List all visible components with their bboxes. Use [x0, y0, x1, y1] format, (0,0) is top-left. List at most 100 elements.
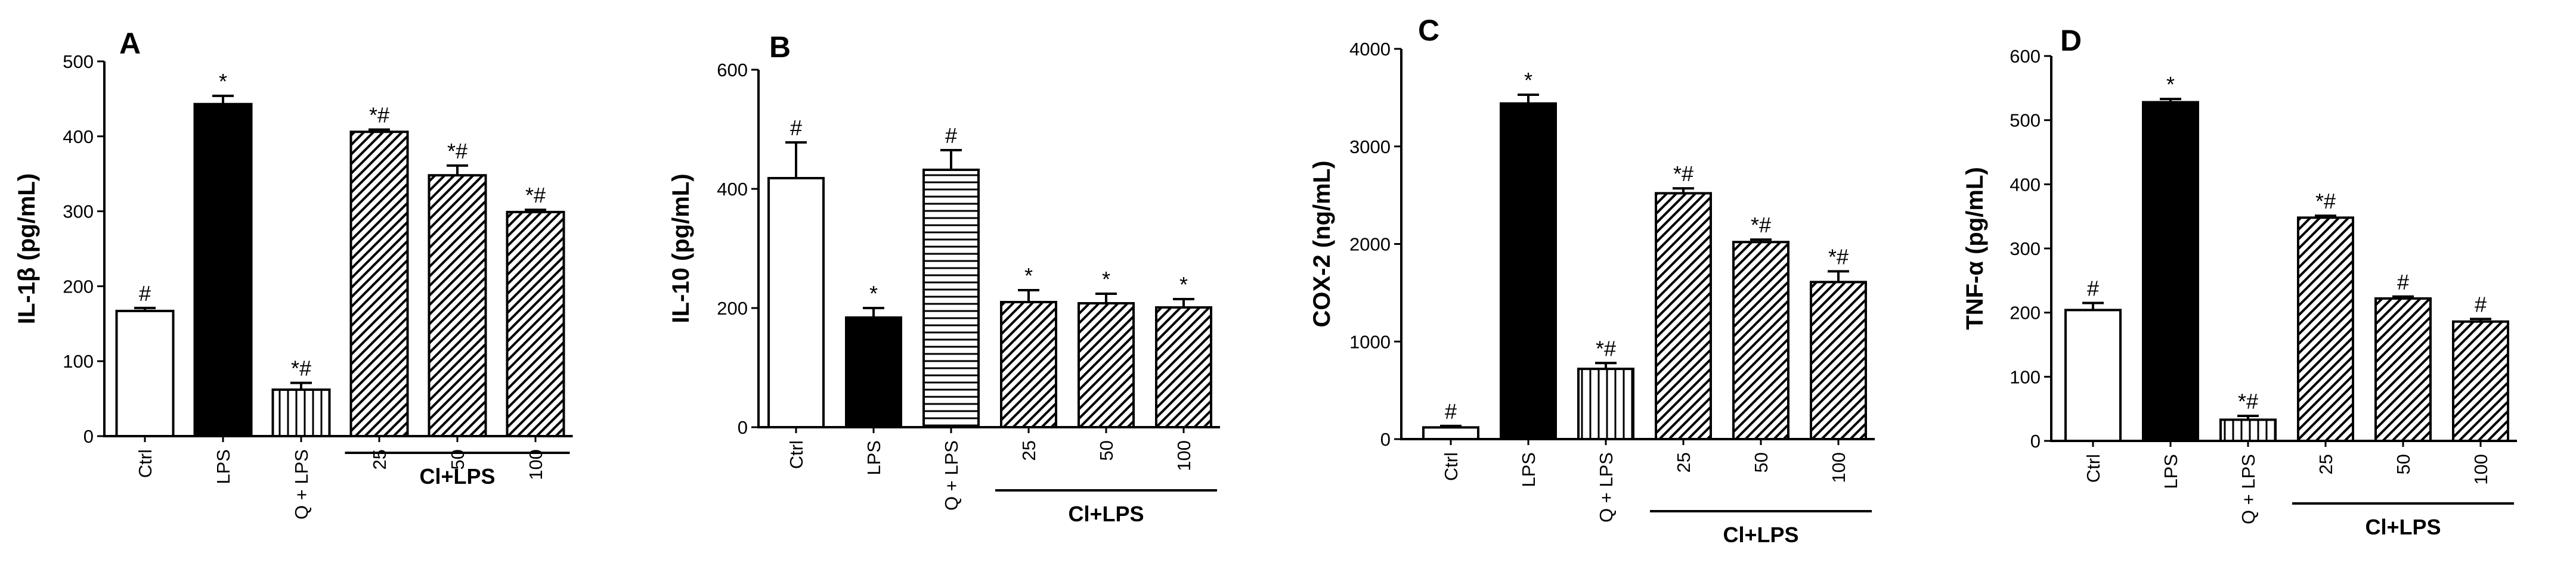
- x-category-label: 25: [1673, 452, 1694, 472]
- bar-50: [2374, 297, 2432, 443]
- y-tick-label: 200: [63, 276, 94, 297]
- bar-50: [1732, 241, 1789, 440]
- bar-lps: [845, 316, 902, 428]
- y-axis-label: COX-2 (ng/mL): [1309, 161, 1335, 328]
- panel-letter: A: [119, 27, 141, 60]
- x-category-label: 25: [2315, 454, 2336, 474]
- x-category-label: LPS: [1518, 452, 1539, 487]
- x-category-label: 50: [2393, 454, 2414, 474]
- significance-marker: *#: [525, 183, 546, 207]
- bar-ctrl: [1422, 426, 1479, 440]
- bar-q-lps: [922, 169, 980, 428]
- bar-ctrl: [115, 309, 175, 437]
- y-axis-label: IL-1β (pg/mL): [14, 173, 40, 324]
- significance-marker: *: [869, 281, 878, 306]
- y-tick-label: 300: [2010, 238, 2041, 259]
- bar-ctrl: [2064, 309, 2122, 442]
- x-category-label: Ctrl: [786, 440, 807, 469]
- panel-a: A IL-1β (pg/mL) 0 100 200 300 400 500 Ctrl # LPS * Q…: [14, 27, 573, 520]
- significance-marker: *#: [2238, 389, 2258, 413]
- x-category-label: 100: [2470, 454, 2491, 485]
- bar-100: [506, 210, 565, 437]
- y-axis-label: TNF-α (pg/mL): [1962, 167, 1988, 329]
- y-tick-label: 0: [1380, 429, 1391, 450]
- x-category-label: Ctrl: [2083, 454, 2104, 483]
- bar-ctrl: [767, 177, 825, 428]
- x-category-label: Q + LPS: [291, 449, 312, 520]
- significance-marker: *: [219, 69, 227, 94]
- significance-marker: #: [2087, 276, 2099, 301]
- bar-100: [2452, 320, 2509, 442]
- significance-marker: *#: [291, 356, 311, 381]
- panel-letter: B: [769, 30, 791, 64]
- significance-marker: *: [1524, 68, 1532, 92]
- significance-marker: *#: [447, 139, 467, 163]
- significance-marker: *#: [1751, 213, 1771, 237]
- x-category-label: 50: [1751, 452, 1772, 472]
- bar-50: [1078, 302, 1135, 428]
- y-tick-label: 2000: [1349, 234, 1391, 255]
- y-tick-label: 300: [63, 201, 94, 222]
- significance-marker: *: [1102, 267, 1110, 291]
- x-category-label: Ctrl: [1441, 452, 1462, 481]
- x-category-label: 100: [525, 449, 546, 480]
- significance-marker: #: [790, 116, 802, 140]
- y-tick-label: 500: [63, 51, 94, 72]
- bar-lps: [2142, 101, 2199, 442]
- group-label: Cl+LPS: [2365, 515, 2441, 539]
- x-category-label: 100: [1828, 452, 1849, 483]
- bar-q-lps: [1577, 368, 1634, 440]
- bar-25: [1655, 192, 1712, 440]
- x-category-label: 100: [1174, 440, 1194, 471]
- significance-marker: *: [2166, 72, 2175, 97]
- y-tick-label: 200: [717, 298, 748, 319]
- y-tick-label: 3000: [1349, 136, 1391, 157]
- x-category-label: Q + LPS: [1596, 452, 1617, 523]
- bar-q-lps: [271, 388, 331, 438]
- y-tick-label: 100: [63, 351, 94, 372]
- x-category-label: LPS: [213, 449, 234, 484]
- panel-letter: D: [2060, 24, 2082, 57]
- x-category-label: LPS: [2160, 454, 2181, 489]
- panel-b: B IL-10 (pg/mL) 0 200 400 600 Ctrl # LPS * Q + LPS…: [668, 30, 1220, 526]
- group-label: Cl+LPS: [1068, 502, 1144, 526]
- chart-panels: AIL-1β (pg/mL)0100200300400500Ctrl#LPS*Q…: [14, 14, 2517, 547]
- y-tick-label: 200: [2010, 303, 2041, 324]
- group-label: Cl+LPS: [1723, 523, 1798, 547]
- panel-c: C COX-2 (ng/mL) 0 1000 2000 3000 4000 Ctrl # LPS *…: [1309, 14, 1875, 547]
- y-tick-label: 400: [63, 126, 94, 147]
- x-category-label: 50: [1096, 440, 1117, 461]
- significance-marker: #: [139, 281, 151, 306]
- significance-marker: #: [945, 123, 957, 148]
- y-tick-label: 0: [83, 426, 94, 447]
- significance-marker: *#: [1673, 161, 1693, 186]
- bar-25: [1000, 301, 1057, 428]
- panel-d: D TNF-α (pg/mL) 0 100 200 300 400 500 600 Ctrl # LP…: [1962, 24, 2517, 539]
- y-tick-label: 0: [2030, 431, 2041, 452]
- x-category-label: Q + LPS: [941, 440, 962, 511]
- y-tick-label: 400: [2010, 174, 2041, 195]
- y-tick-label: 500: [2010, 110, 2041, 131]
- y-tick-label: 100: [2010, 366, 2041, 387]
- bar-100: [1155, 306, 1212, 428]
- y-tick-label: 4000: [1349, 39, 1391, 60]
- bar-100: [1810, 281, 1867, 440]
- y-tick-label: 1000: [1349, 331, 1391, 352]
- y-tick-label: 0: [738, 417, 748, 438]
- significance-marker: #: [2475, 292, 2487, 316]
- bar-lps: [193, 102, 253, 437]
- significance-marker: *#: [369, 102, 389, 127]
- significance-marker: *#: [1596, 336, 1616, 360]
- y-tick-label: 400: [717, 179, 748, 200]
- bar-25: [349, 130, 409, 437]
- bar-25: [2297, 216, 2354, 442]
- y-axis-label: IL-10 (pg/mL): [668, 173, 694, 323]
- x-category-label: 25: [1018, 440, 1039, 461]
- x-category-label: LPS: [863, 440, 884, 475]
- x-category-label: Ctrl: [135, 449, 156, 478]
- bar-q-lps: [2219, 418, 2277, 442]
- significance-marker: #: [2397, 270, 2409, 294]
- group-label: Cl+LPS: [419, 464, 495, 489]
- significance-marker: *: [1024, 263, 1033, 288]
